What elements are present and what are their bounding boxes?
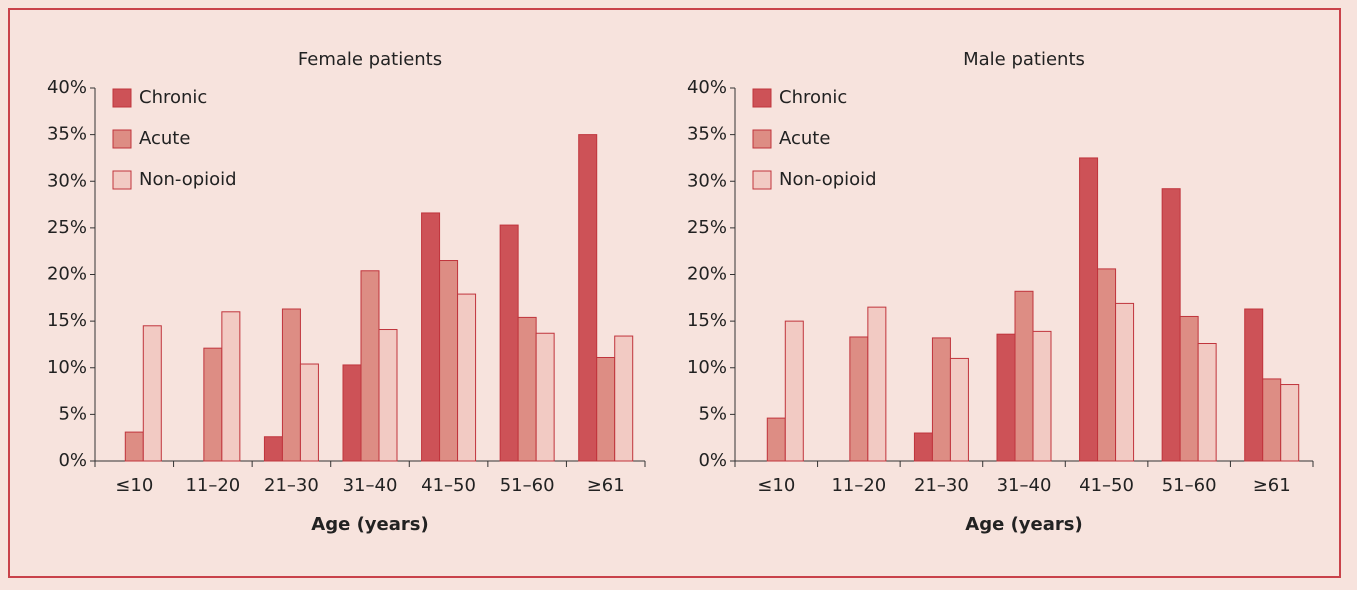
- x-tick-label: 41–50: [1079, 475, 1134, 496]
- bar: [360, 270, 380, 462]
- legend-label: Chronic: [779, 87, 847, 108]
- legend-swatch: [112, 129, 132, 149]
- y-tick-label: 10%: [47, 357, 87, 378]
- x-axis-label: Age (years): [311, 514, 428, 535]
- bar: [457, 293, 477, 462]
- x-tick-label: 51–60: [1162, 475, 1217, 496]
- x-tick-label: ≤10: [757, 475, 795, 496]
- legend-label: Non-opioid: [139, 169, 237, 190]
- bar: [439, 260, 459, 462]
- y-tick-label: 25%: [47, 217, 87, 238]
- bar: [1244, 308, 1264, 462]
- x-tick-label: 11–20: [831, 475, 886, 496]
- bar: [1097, 268, 1117, 462]
- y-tick-label: 35%: [687, 124, 727, 145]
- legend-swatch: [752, 88, 772, 108]
- bar: [1115, 302, 1135, 462]
- bar: [281, 308, 301, 462]
- bar: [142, 325, 162, 462]
- x-tick-label: 31–40: [997, 475, 1052, 496]
- bar: [263, 436, 283, 462]
- bar: [1197, 343, 1217, 462]
- bar: [913, 432, 933, 462]
- bar: [299, 363, 319, 462]
- bar: [996, 333, 1016, 462]
- y-tick-label: 40%: [687, 77, 727, 98]
- x-tick-label: 11–20: [185, 475, 240, 496]
- legend-label: Acute: [779, 128, 830, 149]
- bar: [535, 332, 555, 462]
- bar: [849, 336, 869, 462]
- chart-title: Female patients: [298, 49, 442, 70]
- x-axis-label: Age (years): [965, 514, 1082, 535]
- y-tick-label: 15%: [687, 310, 727, 331]
- legend-swatch: [752, 129, 772, 149]
- legend-swatch: [112, 170, 132, 190]
- legend-label: Non-opioid: [779, 169, 877, 190]
- x-tick-label: 51–60: [500, 475, 555, 496]
- y-tick-label: 30%: [687, 170, 727, 191]
- bar: [421, 212, 441, 462]
- legend-label: Acute: [139, 128, 190, 149]
- y-tick-label: 20%: [687, 264, 727, 285]
- bar: [342, 364, 362, 462]
- y-tick-label: 10%: [687, 357, 727, 378]
- y-tick-label: 40%: [47, 77, 87, 98]
- x-tick-label: ≥61: [1253, 475, 1291, 496]
- x-tick-label: 21–30: [264, 475, 319, 496]
- x-tick-label: ≥61: [587, 475, 625, 496]
- x-tick-label: 31–40: [343, 475, 398, 496]
- bar: [596, 356, 616, 462]
- bar: [378, 329, 398, 462]
- bar: [949, 357, 969, 462]
- y-tick-label: 35%: [47, 124, 87, 145]
- bar: [1280, 384, 1300, 462]
- y-tick-label: 30%: [47, 170, 87, 191]
- bar: [614, 335, 634, 462]
- chart-title: Male patients: [963, 49, 1085, 70]
- bar: [1014, 290, 1034, 462]
- legend-label: Chronic: [139, 87, 207, 108]
- y-tick-label: 0%: [58, 450, 87, 471]
- bar: [1079, 157, 1099, 462]
- bar: [1179, 315, 1199, 462]
- y-tick-label: 15%: [47, 310, 87, 331]
- x-tick-label: 21–30: [914, 475, 969, 496]
- bar: [784, 320, 804, 462]
- bar: [766, 417, 786, 462]
- bar: [1262, 378, 1282, 462]
- bar: [1161, 188, 1181, 462]
- bar: [221, 311, 241, 462]
- y-tick-label: 25%: [687, 217, 727, 238]
- bar: [867, 306, 887, 462]
- bar: [203, 347, 223, 462]
- bar: [499, 224, 519, 462]
- legend-swatch: [752, 170, 772, 190]
- y-tick-label: 5%: [58, 403, 87, 424]
- x-tick-label: ≤10: [115, 475, 153, 496]
- y-tick-label: 5%: [698, 403, 727, 424]
- bar: [1032, 330, 1052, 462]
- bar: [578, 134, 598, 462]
- y-tick-label: 0%: [698, 450, 727, 471]
- frame: [8, 8, 1341, 578]
- x-tick-label: 41–50: [421, 475, 476, 496]
- y-tick-label: 20%: [47, 264, 87, 285]
- bar: [931, 337, 951, 462]
- bar: [124, 431, 144, 462]
- bar: [517, 316, 537, 462]
- legend-swatch: [112, 88, 132, 108]
